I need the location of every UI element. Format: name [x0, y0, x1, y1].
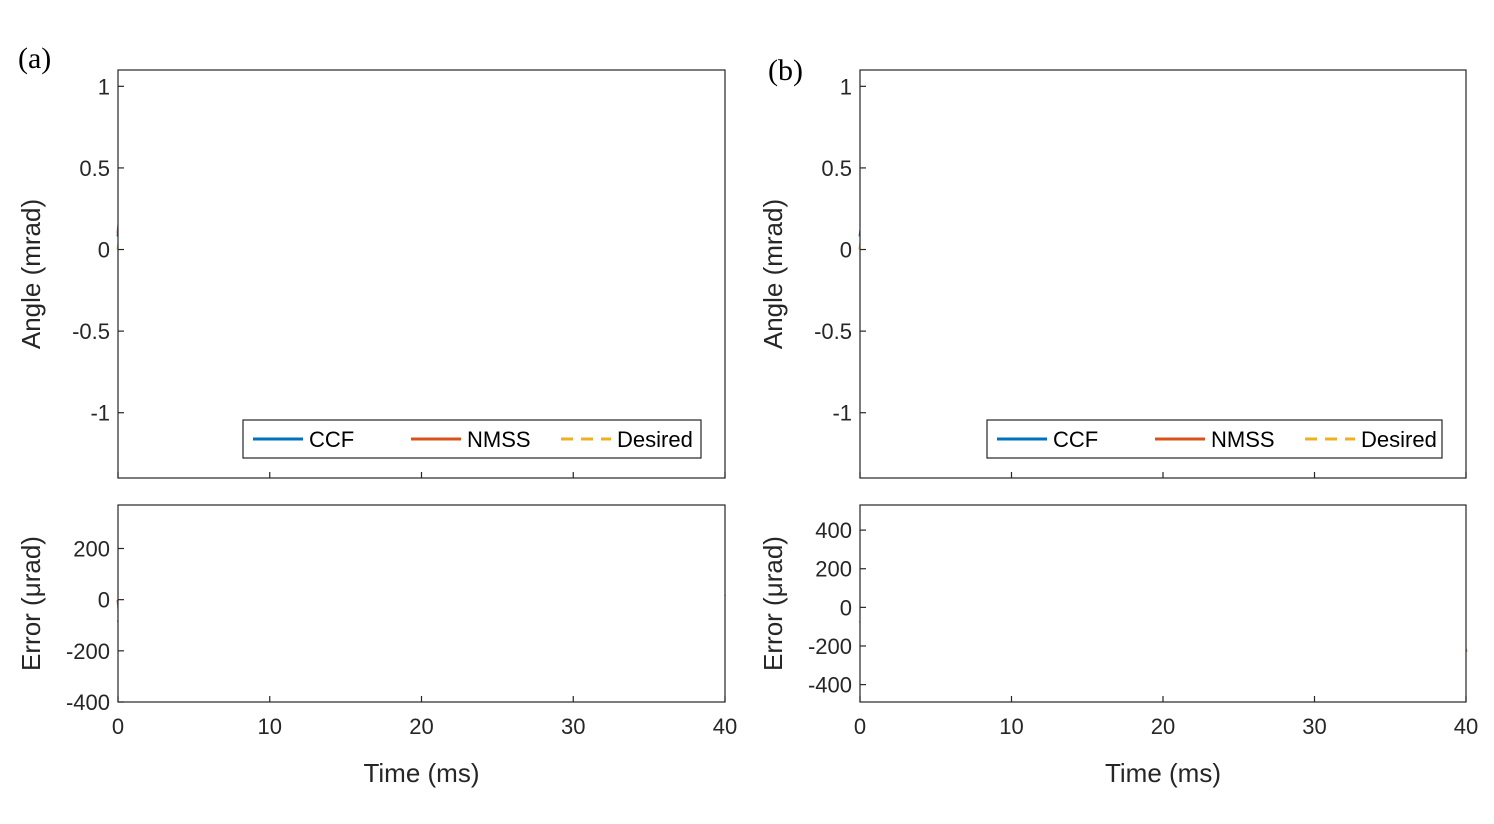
panel-a-bottom-xtick-label: 10: [258, 714, 282, 739]
panel-b-top-axes-frame: [859, 69, 1467, 479]
legend-label-ccf: CCF: [1053, 427, 1098, 452]
legend-box: [986, 419, 1443, 459]
panel-a-bottom-ytick-label: -200: [66, 639, 110, 664]
panel-a-bottom-xtick-label: 30: [561, 714, 585, 739]
panel-b-top-ytick-label: 0.5: [821, 156, 852, 181]
panel-a-bottom-ylabel: Error (μrad): [16, 536, 46, 671]
panel-b-top-ytick-label: 0: [840, 238, 852, 263]
panel-a-top-ylabel: Angle (mrad): [16, 199, 46, 349]
panel-a-bottom-ytick-label: 200: [73, 536, 110, 561]
angle-plot-b: 1 0.5 0 -0.5 -1 Angle (mrad) CCF NMSS Desired: [758, 69, 1467, 479]
panel-b-top-legend: CCF NMSS Desired: [986, 419, 1443, 459]
panel-b-bottom-ytick-label: 0: [840, 595, 852, 620]
panel-label-a: (a): [18, 42, 51, 75]
panel-a-top-ytick-label: 0.5: [79, 156, 110, 181]
panel-a-bottom-xlabel: Time (ms): [363, 758, 479, 788]
panel-b-top-ylabel: Angle (mrad): [758, 199, 788, 349]
panel-b-bottom-axes-frame: [859, 504, 1467, 703]
panel-label-b: (b): [768, 54, 803, 87]
panel-b-bottom-xtick-label: 0: [854, 714, 866, 739]
panel-b-bottom-xtick-label: 40: [1454, 714, 1478, 739]
legend-label-nmss: NMSS: [1211, 427, 1275, 452]
legend-label-desired: Desired: [617, 427, 693, 452]
panel-b-bottom-ytick-label: 200: [815, 557, 852, 582]
panel-a-bottom-ytick-label: 0: [98, 588, 110, 613]
panel-b-bottom-xtick-label: 10: [999, 714, 1023, 739]
panel-a-bottom-axes-frame: [117, 504, 726, 703]
panel-a-top-ytick-label: -0.5: [72, 319, 110, 344]
panel-b-top-ytick-label: 1: [840, 74, 852, 99]
panel-a-top-ytick-label: 1: [98, 74, 110, 99]
legend-label-ccf: CCF: [309, 427, 354, 452]
angle-plot-a: 1 0.5 0 -0.5 -1 Angle (mrad) CCF NMSS Desired: [16, 69, 726, 479]
panel-b-bottom-ytick-label: -200: [808, 634, 852, 659]
panel-a-top-axes-frame: [117, 69, 726, 479]
panel-b-bottom-xtick-label: 20: [1151, 714, 1175, 739]
panel-a-bottom-ytick-label: -400: [66, 690, 110, 715]
panel-a-top-legend: CCF NMSS Desired: [242, 419, 702, 459]
panel-a-top-ytick-label: 0: [98, 238, 110, 263]
panel-b-top-ytick-label: -1: [832, 401, 852, 426]
panel-b-bottom-ylabel: Error (μrad): [758, 536, 788, 671]
panel-b-bottom-xtick-label: 30: [1302, 714, 1326, 739]
panel-b-top-ytick-label: -0.5: [814, 319, 852, 344]
panel-a-bottom-xtick-label: 40: [713, 714, 737, 739]
legend-box: [242, 419, 702, 459]
panel-b-bottom-ytick-label: 400: [815, 518, 852, 543]
panel-b-bottom-xlabel: Time (ms): [1105, 758, 1221, 788]
legend-label-nmss: NMSS: [467, 427, 531, 452]
panel-a-bottom-xtick-label: 0: [112, 714, 124, 739]
panel-a-bottom-xtick-label: 20: [409, 714, 433, 739]
panel-a-top-ytick-label: -1: [90, 401, 110, 426]
panel-b-bottom-ytick-label: -400: [808, 673, 852, 698]
legend-label-desired: Desired: [1361, 427, 1437, 452]
